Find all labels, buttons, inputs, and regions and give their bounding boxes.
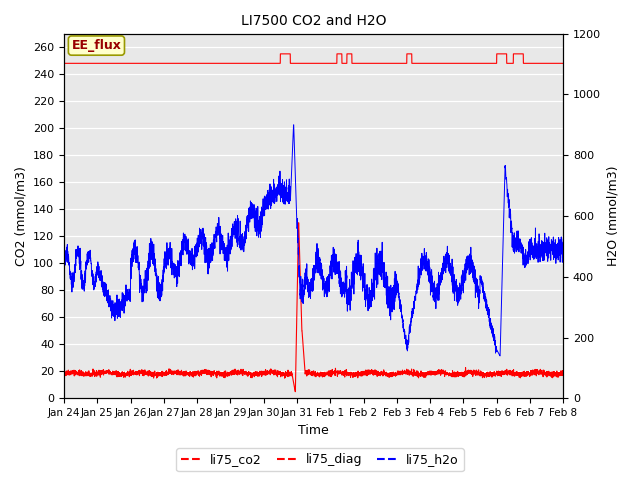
Y-axis label: CO2 (mmol/m3): CO2 (mmol/m3)	[15, 166, 28, 266]
X-axis label: Time: Time	[298, 424, 329, 437]
Title: LI7500 CO2 and H2O: LI7500 CO2 and H2O	[241, 14, 387, 28]
Y-axis label: H2O (mmol/m3): H2O (mmol/m3)	[607, 166, 620, 266]
Text: EE_flux: EE_flux	[72, 39, 122, 52]
Legend: li75_co2, li75_diag, li75_h2o: li75_co2, li75_diag, li75_h2o	[177, 448, 463, 471]
